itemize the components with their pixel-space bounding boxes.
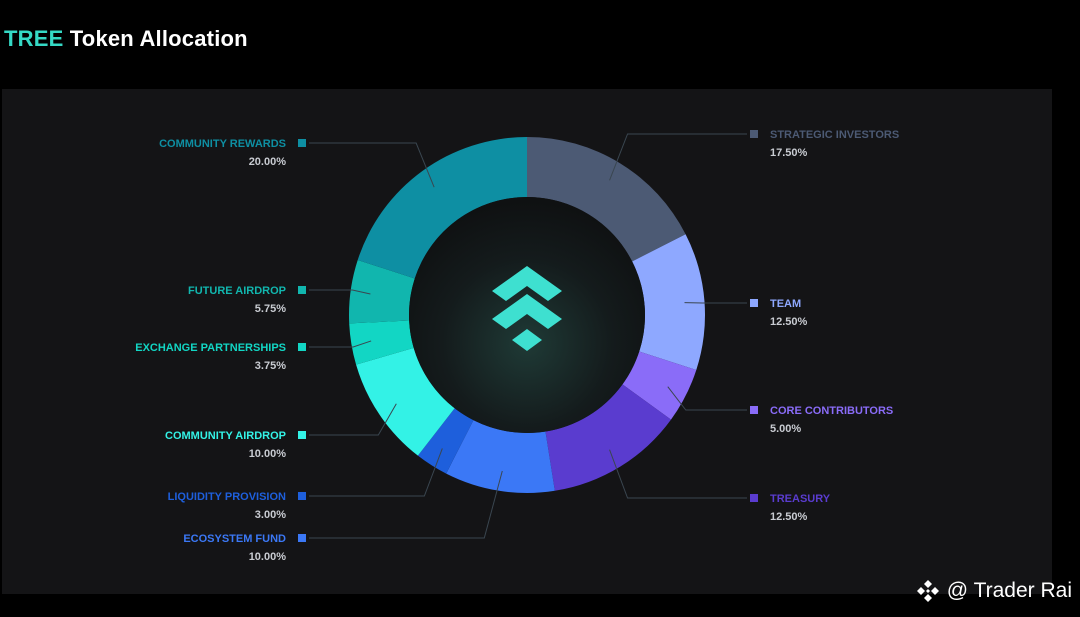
value-ecosystem-fund: 10.00%	[249, 551, 287, 563]
legend-swatch-ecosystem-fund	[298, 534, 306, 542]
slice-exchange-partnerships	[349, 320, 414, 365]
legend-swatch-core-contributors	[750, 406, 758, 414]
legend-swatch-community-rewards	[298, 139, 306, 147]
label-strategic-investors: STRATEGIC INVESTORS	[770, 129, 899, 141]
value-community-airdrop: 10.00%	[249, 448, 287, 460]
donut-hole	[409, 197, 645, 433]
slice-liquidity-provision	[417, 408, 474, 474]
legend-swatch-treasury	[750, 494, 758, 502]
label-treasury: TREASURY	[770, 493, 831, 505]
chevron-stack-logo-icon	[492, 266, 562, 351]
slice-community-rewards	[357, 137, 527, 279]
leader-line-strategic-investors	[609, 133, 747, 181]
label-liquidity-provision: LIQUIDITY PROVISION	[168, 491, 286, 503]
slice-strategic-investors	[527, 137, 686, 262]
watermark-text: @ Trader Rai	[946, 579, 1072, 602]
label-future-airdrop: FUTURE AIRDROP	[188, 285, 286, 297]
title-accent: TREE	[4, 26, 64, 51]
legend-swatch-community-airdrop	[298, 431, 306, 439]
label-exchange-partnerships: EXCHANGE PARTNERSHIPS	[135, 342, 286, 354]
leader-line-community-airdrop	[309, 403, 397, 436]
binance-diamond-icon	[916, 580, 939, 602]
value-liquidity-provision: 3.00%	[255, 509, 286, 521]
leader-line-future-airdrop	[309, 289, 371, 295]
leader-line-community-rewards	[309, 142, 435, 188]
value-core-contributors: 5.00%	[770, 423, 801, 435]
legend-swatch-exchange-partnerships	[298, 343, 306, 351]
leader-line-core-contributors	[667, 386, 747, 411]
slice-core-contributors	[622, 351, 697, 420]
value-strategic-investors: 17.50%	[770, 147, 808, 159]
legend-swatch-strategic-investors	[750, 130, 758, 138]
watermark: @ Trader Rai	[915, 578, 1072, 604]
value-team: 12.50%	[770, 316, 808, 328]
leader-line-exchange-partnerships	[309, 340, 372, 348]
slice-future-airdrop	[349, 259, 415, 324]
slice-treasury	[545, 384, 672, 491]
leader-line-liquidity-provision	[309, 448, 443, 497]
chart-slices	[349, 137, 705, 494]
legend-swatch-liquidity-provision	[298, 492, 306, 500]
donut-chart: STRATEGIC INVESTORS 17.50% TEAM 12.50% CORE …	[135, 129, 899, 563]
page-title: TREE Token Allocation	[4, 26, 248, 52]
legend-swatch-team	[750, 299, 758, 307]
title-text: Token Allocation	[69, 26, 248, 51]
value-future-airdrop: 5.75%	[255, 303, 286, 315]
value-treasury: 12.50%	[770, 511, 808, 523]
slice-community-airdrop	[356, 347, 455, 456]
label-community-rewards: COMMUNITY REWARDS	[159, 138, 286, 150]
leader-line-ecosystem-fund	[309, 470, 503, 539]
label-core-contributors: CORE CONTRIBUTORS	[770, 405, 893, 417]
chart-panel: STRATEGIC INVESTORS 17.50% TEAM 12.50% CORE …	[2, 89, 1052, 594]
slice-ecosystem-fund	[446, 420, 555, 494]
value-community-rewards: 20.00%	[249, 156, 287, 168]
leader-line-treasury	[609, 449, 747, 499]
label-team: TEAM	[770, 298, 801, 310]
legend-swatch-future-airdrop	[298, 286, 306, 294]
slice-team	[632, 234, 705, 371]
value-exchange-partnerships: 3.75%	[255, 360, 286, 372]
label-ecosystem-fund: ECOSYSTEM FUND	[183, 533, 286, 545]
label-community-airdrop: COMMUNITY AIRDROP	[165, 430, 286, 442]
chart-labels: STRATEGIC INVESTORS 17.50% TEAM 12.50% CORE …	[135, 129, 899, 563]
